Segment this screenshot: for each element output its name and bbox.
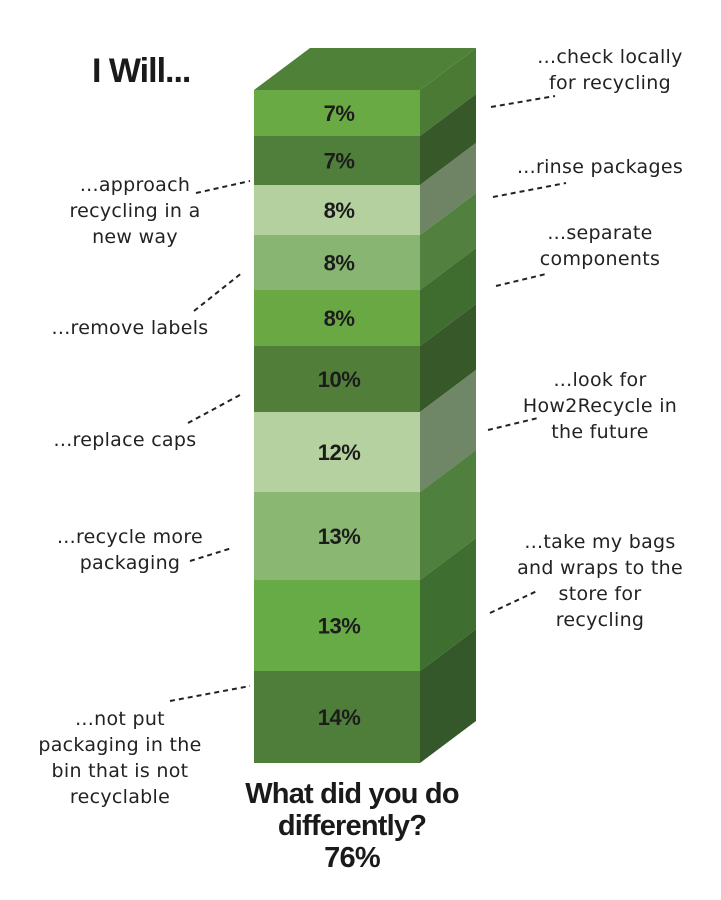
segment-front-0	[254, 90, 420, 136]
segment-front-6	[254, 412, 420, 492]
segment-front-5	[254, 346, 420, 412]
segment-side-8	[420, 538, 476, 671]
segment-value-label: 13%	[318, 614, 361, 639]
segment-side-3	[420, 193, 476, 290]
callout-take-bags: ...take my bags and wraps to the store f…	[517, 531, 683, 631]
segment-side-2	[420, 143, 476, 235]
leader-separate	[495, 273, 547, 287]
segment-value-label: 7%	[324, 149, 355, 174]
cube-front-faces	[254, 90, 420, 763]
segment-front-3	[254, 235, 420, 290]
leader-approach	[195, 180, 251, 194]
leader-lines	[169, 95, 567, 702]
segment-value-label: 12%	[318, 440, 361, 465]
leader-recycle-more	[189, 547, 233, 562]
chart-question-title: What did you do differently? 76%	[232, 778, 472, 874]
leader-replace-caps	[187, 394, 241, 424]
segment-side-4	[420, 248, 476, 346]
segment-side-7	[420, 450, 476, 580]
segment-side-5	[420, 304, 476, 412]
segment-value-label: 10%	[318, 367, 361, 392]
segment-front-1	[254, 136, 420, 185]
segment-front-8	[254, 580, 420, 671]
leader-rinse	[492, 182, 567, 198]
callout-replace-caps: ...replace caps	[53, 429, 197, 451]
callout-not-put-in-bin: ...not put packaging in the bin that is …	[38, 708, 202, 808]
segment-front-7	[254, 492, 420, 580]
segment-value-label: 7%	[324, 101, 355, 126]
segment-value-label: 8%	[324, 306, 355, 331]
callout-recycle-more: ...recycle more packaging	[56, 526, 204, 574]
chart-heading: I Will...	[92, 52, 191, 90]
segment-value-label: 8%	[324, 251, 355, 276]
callout-approach-new-way: ...approach recycling in a new way	[69, 174, 201, 248]
segment-side-0	[420, 48, 476, 136]
segment-value-labels: 7% 7% 8% 8% 8% 10% 12% 13% 13% 14%	[318, 101, 361, 730]
callout-remove-labels: ...remove labels	[51, 317, 209, 339]
segment-value-label: 13%	[318, 524, 361, 549]
total-percent: 76%	[324, 842, 380, 874]
segment-side-6	[420, 370, 476, 492]
segment-front-4	[254, 290, 420, 346]
callout-rinse-packages: ...rinse packages	[516, 156, 684, 178]
segment-value-label: 14%	[318, 705, 361, 730]
cube-top-face	[254, 48, 476, 90]
segment-front-2	[254, 185, 420, 235]
segment-front-9	[254, 671, 420, 763]
question-text: What did you do differently?	[245, 778, 459, 842]
callout-check-locally: ...check locally for recycling	[537, 46, 683, 94]
leader-check-locally	[490, 95, 556, 108]
cube-side-faces	[420, 48, 476, 763]
segment-value-label: 8%	[324, 198, 355, 223]
segment-side-1	[420, 94, 476, 185]
leader-not-put	[169, 685, 251, 702]
leader-remove-labels	[193, 271, 244, 312]
callout-separate-components: ...separate components	[539, 222, 661, 270]
segment-side-9	[420, 629, 476, 763]
callout-how2recycle: ...look for How2Recycle in the future	[522, 369, 678, 443]
